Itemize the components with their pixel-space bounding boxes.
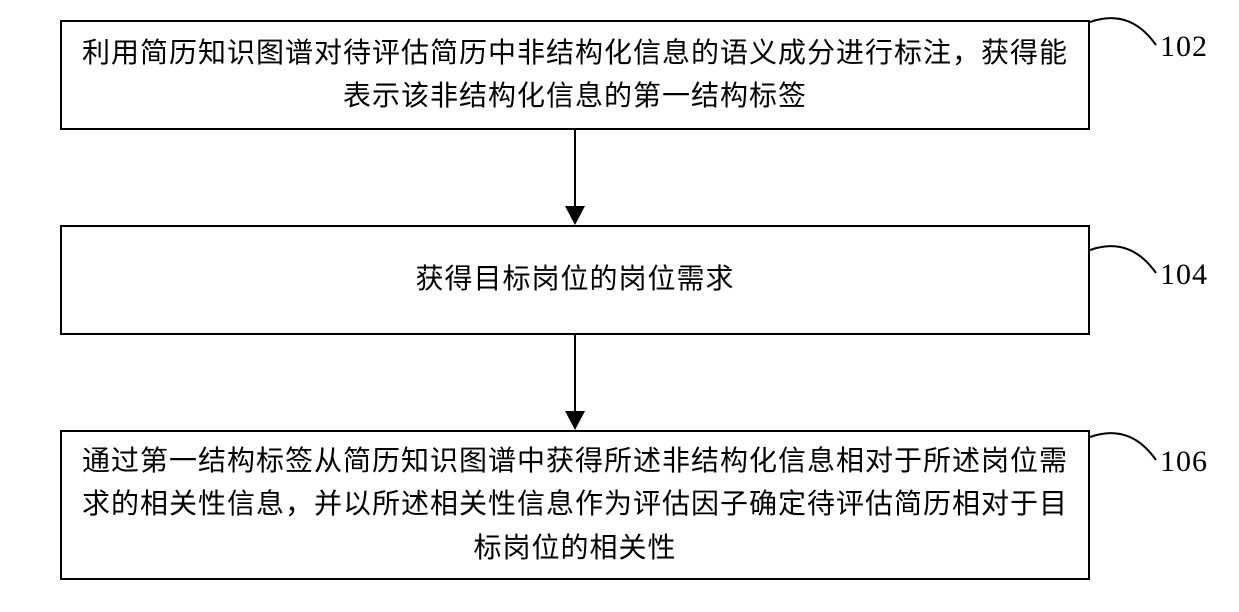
step-box-1: 利用简历知识图谱对待评估简历中非结构化信息的语义成分进行标注，获得能表示该非结构… xyxy=(60,20,1090,130)
step-box-3: 通过第一结构标签从简历知识图谱中获得所述非结构化信息相对于所述岗位需求的相关性信… xyxy=(60,430,1090,580)
flowchart-container: 利用简历知识图谱对待评估简历中非结构化信息的语义成分进行标注，获得能表示该非结构… xyxy=(0,0,1239,612)
label-connector-2 xyxy=(1090,238,1160,288)
step-text-1: 利用简历知识图谱对待评估简历中非结构化信息的语义成分进行标注，获得能表示该非结构… xyxy=(82,32,1068,119)
step-label-3: 106 xyxy=(1160,445,1208,479)
arrow-2-3-line xyxy=(574,335,576,415)
step-label-2: 104 xyxy=(1160,258,1208,292)
step-label-1: 102 xyxy=(1160,30,1208,64)
arrow-1-2-line xyxy=(574,130,576,210)
step-text-3: 通过第一结构标签从简历知识图谱中获得所述非结构化信息相对于所述岗位需求的相关性信… xyxy=(82,440,1068,570)
label-connector-3 xyxy=(1090,425,1160,475)
step-box-2: 获得目标岗位的岗位需求 xyxy=(60,225,1090,335)
step-text-2: 获得目标岗位的岗位需求 xyxy=(415,258,734,301)
arrow-1-2-head xyxy=(565,206,585,225)
arrow-2-3-head xyxy=(565,411,585,430)
label-connector-1 xyxy=(1090,10,1160,60)
